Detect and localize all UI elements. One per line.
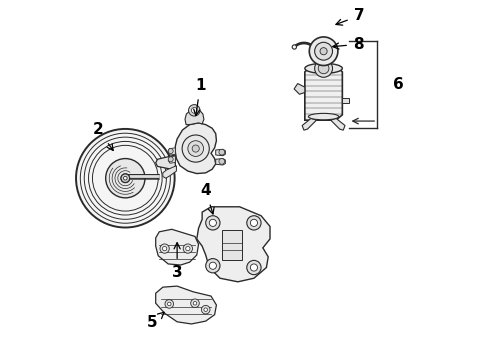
Circle shape: [320, 48, 327, 55]
Circle shape: [206, 216, 220, 230]
Circle shape: [76, 129, 174, 228]
Text: 5: 5: [147, 312, 164, 330]
Circle shape: [250, 219, 258, 226]
Circle shape: [318, 63, 329, 74]
Text: 2: 2: [93, 122, 113, 150]
Circle shape: [250, 264, 258, 271]
Text: 1: 1: [194, 78, 206, 116]
Polygon shape: [216, 149, 225, 156]
Circle shape: [219, 158, 224, 164]
Circle shape: [309, 37, 338, 66]
Circle shape: [168, 157, 173, 162]
Circle shape: [292, 45, 296, 49]
Circle shape: [201, 305, 210, 314]
Polygon shape: [185, 109, 204, 125]
Circle shape: [189, 105, 200, 116]
Circle shape: [193, 301, 197, 305]
Polygon shape: [222, 230, 243, 260]
Polygon shape: [175, 123, 217, 174]
Circle shape: [183, 244, 193, 253]
Circle shape: [168, 302, 171, 306]
Circle shape: [186, 247, 190, 251]
Text: 6: 6: [393, 77, 404, 92]
Circle shape: [160, 244, 169, 253]
Circle shape: [165, 300, 173, 308]
Polygon shape: [302, 118, 317, 130]
Ellipse shape: [308, 113, 339, 120]
Circle shape: [168, 149, 173, 154]
Polygon shape: [305, 68, 343, 120]
Text: 7: 7: [336, 8, 365, 25]
Circle shape: [204, 308, 207, 311]
Circle shape: [209, 219, 217, 226]
Polygon shape: [156, 229, 198, 265]
Text: 4: 4: [200, 183, 214, 214]
Polygon shape: [343, 98, 349, 103]
Circle shape: [247, 216, 261, 230]
Polygon shape: [197, 207, 270, 282]
Text: 8: 8: [333, 37, 364, 52]
Circle shape: [123, 176, 127, 180]
Circle shape: [121, 174, 130, 183]
Polygon shape: [168, 156, 175, 163]
Circle shape: [247, 260, 261, 275]
Circle shape: [315, 59, 333, 77]
Polygon shape: [216, 158, 225, 165]
Polygon shape: [163, 166, 176, 178]
Circle shape: [192, 145, 199, 152]
Text: 3: 3: [172, 243, 182, 280]
Polygon shape: [294, 84, 305, 94]
Circle shape: [191, 299, 199, 307]
Ellipse shape: [305, 63, 343, 73]
Circle shape: [106, 158, 145, 198]
Polygon shape: [156, 286, 217, 324]
Polygon shape: [168, 148, 175, 155]
Circle shape: [192, 108, 197, 113]
Circle shape: [188, 141, 203, 157]
Circle shape: [315, 42, 333, 60]
Polygon shape: [156, 155, 175, 170]
Circle shape: [219, 149, 224, 155]
Circle shape: [182, 135, 209, 162]
Circle shape: [163, 247, 167, 251]
Circle shape: [209, 262, 217, 269]
Polygon shape: [331, 118, 345, 130]
Circle shape: [206, 258, 220, 273]
